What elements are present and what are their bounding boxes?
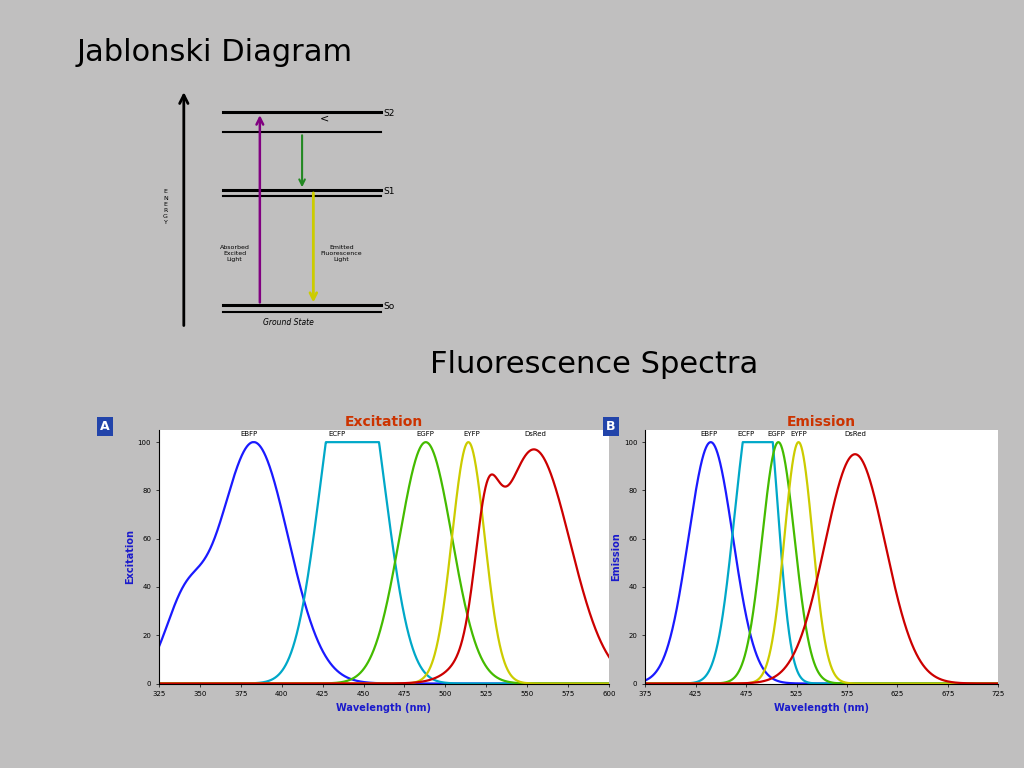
Text: Fluorescence Spectra: Fluorescence Spectra [430, 350, 759, 379]
Title: Emission: Emission [787, 415, 856, 429]
Text: DsRed: DsRed [844, 432, 866, 437]
Text: E
N
E
R
G
Y: E N E R G Y [163, 190, 168, 225]
Text: DsRed: DsRed [524, 432, 547, 437]
Text: EGFP: EGFP [767, 432, 785, 437]
Text: EYFP: EYFP [463, 432, 480, 437]
Text: B: B [606, 420, 615, 433]
Y-axis label: Excitation: Excitation [125, 529, 135, 584]
X-axis label: Wavelength (nm): Wavelength (nm) [774, 703, 869, 713]
Text: S1: S1 [384, 187, 395, 196]
Text: EBFP: EBFP [700, 432, 718, 437]
Text: EYFP: EYFP [791, 432, 807, 437]
Text: Jablonski Diagram: Jablonski Diagram [77, 38, 353, 68]
Text: Ground State: Ground State [262, 319, 313, 327]
Text: EGFP: EGFP [417, 432, 435, 437]
Text: A: A [100, 420, 110, 433]
Text: Emitted
Fluorescence
Light: Emitted Fluorescence Light [321, 245, 362, 262]
X-axis label: Wavelength (nm): Wavelength (nm) [337, 703, 431, 713]
Text: So: So [384, 303, 395, 311]
Text: ECFP: ECFP [737, 432, 755, 437]
Text: S2: S2 [384, 109, 395, 118]
Text: EBFP: EBFP [241, 432, 257, 437]
Text: ECFP: ECFP [329, 432, 346, 437]
Text: Absorbed
Excited
Light: Absorbed Excited Light [219, 245, 250, 262]
Y-axis label: Emission: Emission [611, 532, 622, 581]
Text: <: < [319, 113, 330, 123]
Title: Excitation: Excitation [345, 415, 423, 429]
